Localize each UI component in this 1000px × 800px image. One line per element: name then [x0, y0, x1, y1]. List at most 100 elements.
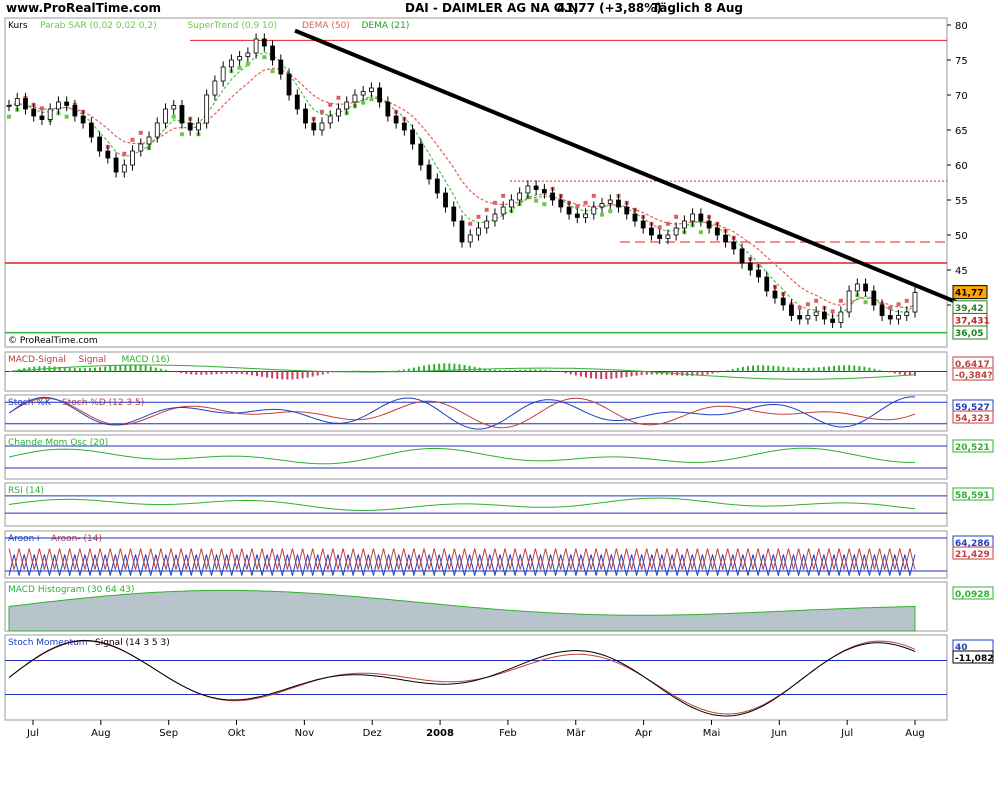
candle-body	[813, 311, 819, 316]
candle-body	[616, 199, 621, 208]
aroon-down-line	[8, 548, 916, 570]
supertrend-dot	[39, 106, 44, 111]
supertrend-dot	[179, 132, 184, 137]
supertrend-dot	[863, 300, 868, 305]
panel-frame	[4, 530, 948, 579]
candle-body	[846, 290, 852, 313]
candle-body	[121, 164, 127, 173]
value-tag: 54,323	[955, 414, 990, 424]
candle-body	[714, 227, 720, 236]
candle-body	[558, 199, 564, 208]
candle-body	[797, 315, 803, 320]
histogram-area	[8, 589, 916, 632]
candle-body	[822, 311, 827, 320]
legend-item: Stoch %K	[8, 398, 52, 408]
candle-body	[228, 59, 234, 68]
value-tag-box	[952, 439, 994, 453]
legend-item: Aroon- (14)	[51, 534, 102, 544]
candle-body	[344, 101, 350, 110]
supertrend-dot	[674, 214, 679, 219]
candle-body	[912, 292, 918, 313]
instrument-title: DAI - DAIMLER AG NA O.N.	[405, 1, 583, 15]
legend-item: Kurs	[8, 21, 28, 31]
y-tick-label: 55	[955, 196, 968, 207]
candle-body	[179, 105, 185, 124]
period-label: Täglich	[652, 1, 700, 15]
candle-body	[756, 269, 761, 278]
candle-body	[723, 234, 728, 243]
legend-item: DEMA (21)	[362, 21, 410, 31]
x-tick-label: Jul	[840, 728, 853, 739]
candle-body	[476, 227, 481, 236]
candle-body	[39, 115, 45, 120]
candle-body	[690, 213, 696, 222]
x-tick-label: Feb	[499, 728, 517, 739]
supertrend-dot	[665, 221, 670, 226]
value-tag: 0,6417	[955, 360, 990, 370]
supertrend-dot	[888, 305, 893, 310]
legend-item: DEMA (50)	[302, 21, 350, 31]
candle-body	[130, 150, 135, 166]
supertrend-dot	[838, 298, 843, 303]
supertrend-dot	[501, 193, 506, 198]
legend-item: SuperTrend (0,9 10)	[188, 21, 278, 31]
y-tick-label: 70	[955, 91, 968, 102]
candle-body	[97, 136, 102, 152]
candle-body	[681, 220, 687, 229]
y-tick-label: 65	[955, 126, 968, 137]
candle-body	[830, 318, 836, 323]
candle-body	[377, 87, 383, 103]
x-tick-label: Dez	[363, 728, 382, 739]
candle-body	[270, 45, 275, 61]
x-tick-label: Sep	[159, 728, 178, 739]
supertrend-dot	[542, 202, 547, 207]
candle-body	[393, 115, 399, 124]
candle-body	[863, 283, 868, 292]
candle-body	[764, 276, 770, 292]
supertrend-dot	[797, 305, 802, 310]
value-tag: 40	[955, 643, 968, 653]
supertrend-dot	[262, 55, 267, 60]
value-tag-box	[952, 487, 994, 501]
candle-body	[311, 122, 317, 131]
candle-body	[146, 136, 152, 145]
candle-body	[904, 311, 910, 316]
dema50-line	[8, 67, 916, 309]
candle-body	[327, 115, 333, 124]
x-tick-label: Nov	[295, 728, 315, 739]
value-tag: 0,0928	[955, 590, 990, 600]
supertrend-dot	[245, 62, 250, 67]
supertrend-dot	[657, 225, 662, 230]
panel-frame	[4, 434, 948, 480]
candle-body	[599, 203, 605, 208]
rsi-line	[8, 497, 916, 512]
supertrend-dot	[122, 151, 127, 156]
candle-body	[286, 73, 292, 96]
value-tag: -11,082	[955, 654, 993, 664]
candle-body	[451, 206, 457, 222]
stoch-k-line	[8, 396, 915, 430]
candle-body	[14, 98, 20, 106]
candle-body	[352, 94, 358, 103]
candle-body	[294, 94, 300, 110]
value-tag-box	[952, 410, 994, 424]
legend-item: Signal (14 3 5 3)	[95, 638, 170, 648]
value-tag: 37,431	[955, 316, 990, 326]
watermark: © ProRealTime.com	[8, 336, 98, 346]
candle-body	[459, 220, 465, 243]
candle-body	[739, 248, 745, 264]
candle-body	[138, 143, 144, 152]
panel-frame	[4, 634, 948, 721]
supertrend-dot	[328, 102, 333, 107]
supertrend-dot	[805, 302, 810, 307]
x-tick-label: 2008	[426, 728, 454, 739]
candle-body	[525, 185, 531, 194]
candle-body	[541, 189, 547, 194]
last-price-tag-box	[952, 285, 988, 300]
x-tick-label: Aug	[905, 728, 925, 739]
site-label: www.ProRealTime.com	[6, 1, 161, 15]
candle-body	[410, 129, 415, 145]
value-tag-box	[952, 367, 994, 381]
candle-body	[640, 220, 646, 229]
trend-line	[294, 28, 961, 306]
